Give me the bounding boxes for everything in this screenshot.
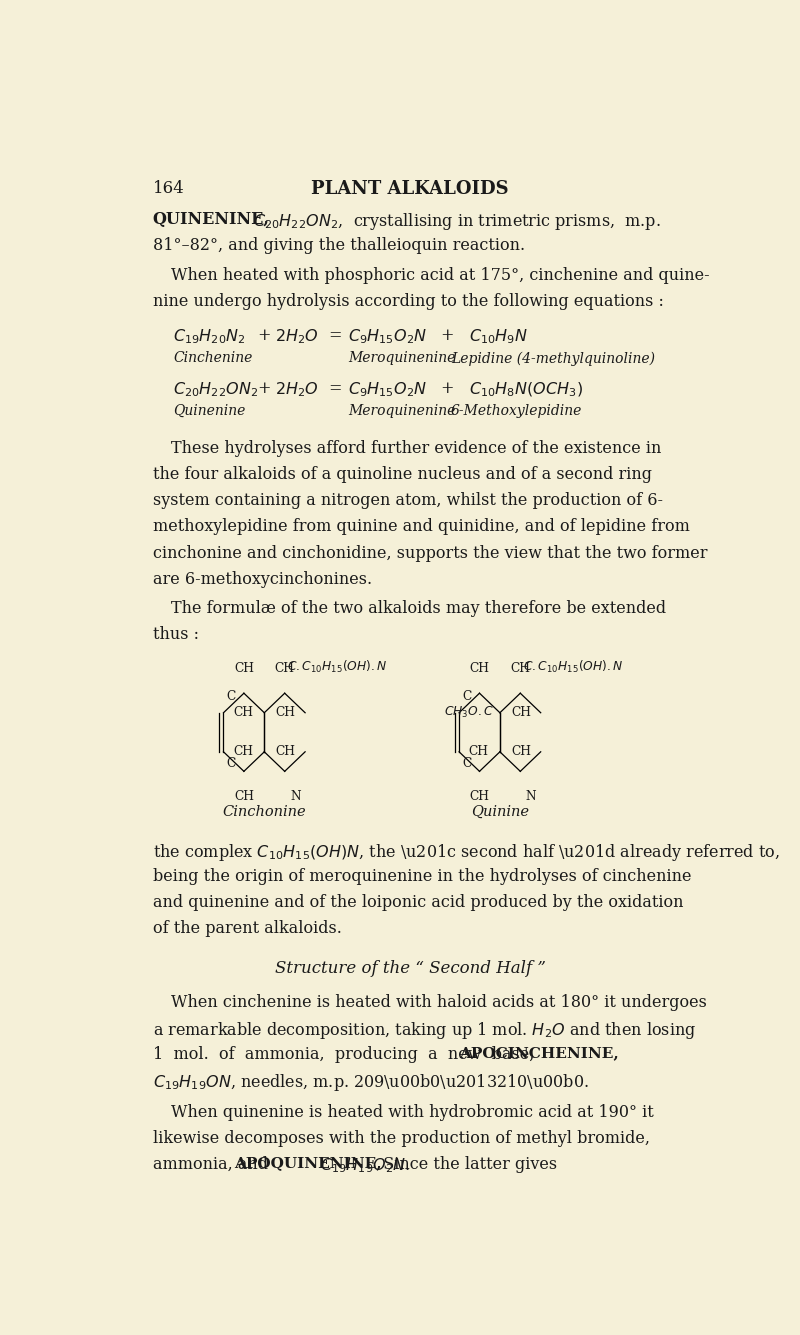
Text: CH: CH <box>233 706 253 720</box>
Text: CH: CH <box>234 662 254 674</box>
Text: CH: CH <box>275 706 295 720</box>
Text: Quinenine: Quinenine <box>173 405 246 418</box>
Text: +: + <box>440 380 454 398</box>
Text: Structure of the “ Second Half ”: Structure of the “ Second Half ” <box>274 960 546 977</box>
Text: $C_{19}H_{19}ON$, needles, m.p. 209\u00b0\u2013210\u00b0.: $C_{19}H_{19}ON$, needles, m.p. 209\u00b… <box>153 1072 589 1093</box>
Text: CH: CH <box>233 745 253 758</box>
Text: =: = <box>328 327 342 344</box>
Text: When quinenine is heated with hydrobromic acid at 190° it: When quinenine is heated with hydrobromi… <box>171 1104 654 1121</box>
Text: thus :: thus : <box>153 626 198 642</box>
Text: methoxylepidine from quinine and quinidine, and of lepidine from: methoxylepidine from quinine and quinidi… <box>153 518 690 535</box>
Text: $C_9H_{15}O_2N$: $C_9H_{15}O_2N$ <box>348 327 427 346</box>
Text: of the parent alkaloids.: of the parent alkaloids. <box>153 920 342 937</box>
Text: $C.C_{10}H_{15}(OH).N$: $C.C_{10}H_{15}(OH).N$ <box>287 658 387 674</box>
Text: CH: CH <box>234 790 254 802</box>
Text: Cinchenine: Cinchenine <box>173 351 253 366</box>
Text: Cinchonine: Cinchonine <box>222 805 306 820</box>
Text: CH: CH <box>469 745 489 758</box>
Text: the four alkaloids of a quinoline nucleus and of a second ring: the four alkaloids of a quinoline nucleu… <box>153 466 652 483</box>
Text: +: + <box>258 327 271 344</box>
Text: When heated with phosphoric acid at 175°, cinchenine and quine-: When heated with phosphoric acid at 175°… <box>171 267 710 284</box>
Text: C: C <box>227 690 236 704</box>
Text: APOQUINENINE,: APOQUINENINE, <box>234 1156 382 1171</box>
Text: likewise decomposes with the production of methyl bromide,: likewise decomposes with the production … <box>153 1129 650 1147</box>
Text: $C_{20}H_{22}ON_2$,  crystallising in trimetric prisms,  m.p.: $C_{20}H_{22}ON_2$, crystallising in tri… <box>253 211 661 231</box>
Text: 164: 164 <box>153 180 185 196</box>
Text: Quinine: Quinine <box>471 805 529 820</box>
Text: =: = <box>328 380 342 398</box>
Text: C: C <box>462 757 472 770</box>
Text: CH: CH <box>511 706 531 720</box>
Text: 1  mol.  of  ammonia,  producing  a  new  base,: 1 mol. of ammonia, producing a new base, <box>153 1047 544 1063</box>
Text: N: N <box>526 790 537 802</box>
Text: 6-Methoxylepidine: 6-Methoxylepidine <box>451 405 582 418</box>
Text: nine undergo hydrolysis according to the following equations :: nine undergo hydrolysis according to the… <box>153 294 663 310</box>
Text: C: C <box>462 690 472 704</box>
Text: C: C <box>227 757 236 770</box>
Text: These hydrolyses afford further evidence of the existence in: These hydrolyses afford further evidence… <box>171 439 662 457</box>
Text: PLANT ALKALOIDS: PLANT ALKALOIDS <box>311 180 509 198</box>
Text: $C_{10}H_8N(OCH_3)$: $C_{10}H_8N(OCH_3)$ <box>469 380 583 399</box>
Text: $C_{20}H_{22}ON_2$: $C_{20}H_{22}ON_2$ <box>173 380 258 399</box>
Text: are 6-methoxycinchonines.: are 6-methoxycinchonines. <box>153 571 372 587</box>
Text: +: + <box>258 380 271 398</box>
Text: Lepidine (4-⁠methylquinoline): Lepidine (4-⁠methylquinoline) <box>451 351 655 366</box>
Text: $C_{10}H_9N$: $C_{10}H_9N$ <box>469 327 528 346</box>
Text: $2H_2O$: $2H_2O$ <box>275 327 319 346</box>
Text: $2H_2O$: $2H_2O$ <box>275 380 319 399</box>
Text: Meroquinenine: Meroquinenine <box>348 351 455 366</box>
Text: Meroquinenine: Meroquinenine <box>348 405 455 418</box>
Text: cinchonine and cinchonidine, supports the view that the two former: cinchonine and cinchonidine, supports th… <box>153 545 707 562</box>
Text: CH: CH <box>510 662 530 674</box>
Text: $C_{19}H_{20}N_2$: $C_{19}H_{20}N_2$ <box>173 327 246 346</box>
Text: CH: CH <box>470 662 490 674</box>
Text: $C_9H_{15}O_2N$: $C_9H_{15}O_2N$ <box>348 380 427 399</box>
Text: 81°–82°, and giving the thalleioquin reaction.: 81°–82°, and giving the thalleioquin rea… <box>153 236 525 254</box>
Text: The formulæ of the two alkaloids may therefore be extended: The formulæ of the two alkaloids may the… <box>171 599 666 617</box>
Text: Since the latter gives: Since the latter gives <box>373 1156 557 1173</box>
Text: system containing a nitrogen atom, whilst the production of 6-: system containing a nitrogen atom, whils… <box>153 493 662 509</box>
Text: and quinenine and of the loiponic acid produced by the oxidation: and quinenine and of the loiponic acid p… <box>153 894 683 910</box>
Text: CH: CH <box>470 790 490 802</box>
Text: QUINENINE,: QUINENINE, <box>153 211 270 227</box>
Text: ammonia, and: ammonia, and <box>153 1156 273 1173</box>
Text: CH: CH <box>274 662 294 674</box>
Text: CH: CH <box>275 745 295 758</box>
Text: APOCINCHENINE,: APOCINCHENINE, <box>459 1047 619 1060</box>
Text: When cinchenine is heated with haloid acids at 180° it undergoes: When cinchenine is heated with haloid ac… <box>171 993 707 1011</box>
Text: +: + <box>440 327 454 344</box>
Text: $CH_3O.C$: $CH_3O.C$ <box>444 705 494 721</box>
Text: being the origin of meroquinenine in the hydrolyses of cinchenine: being the origin of meroquinenine in the… <box>153 868 691 885</box>
Text: N: N <box>290 790 301 802</box>
Text: CH: CH <box>511 745 531 758</box>
Text: a remarkable decomposition, taking up 1 mol. $H_2O$ and then losing: a remarkable decomposition, taking up 1 … <box>153 1020 696 1041</box>
Text: $C.C_{10}H_{15}(OH).N$: $C.C_{10}H_{15}(OH).N$ <box>522 658 623 674</box>
Text: $C_{19}H_{19}O_2N$.: $C_{19}H_{19}O_2N$. <box>320 1156 410 1175</box>
Text: the complex $C_{10}H_{15}(OH)N$, the \u201c second half \u201d already referred : the complex $C_{10}H_{15}(OH)N$, the \u2… <box>153 841 779 862</box>
